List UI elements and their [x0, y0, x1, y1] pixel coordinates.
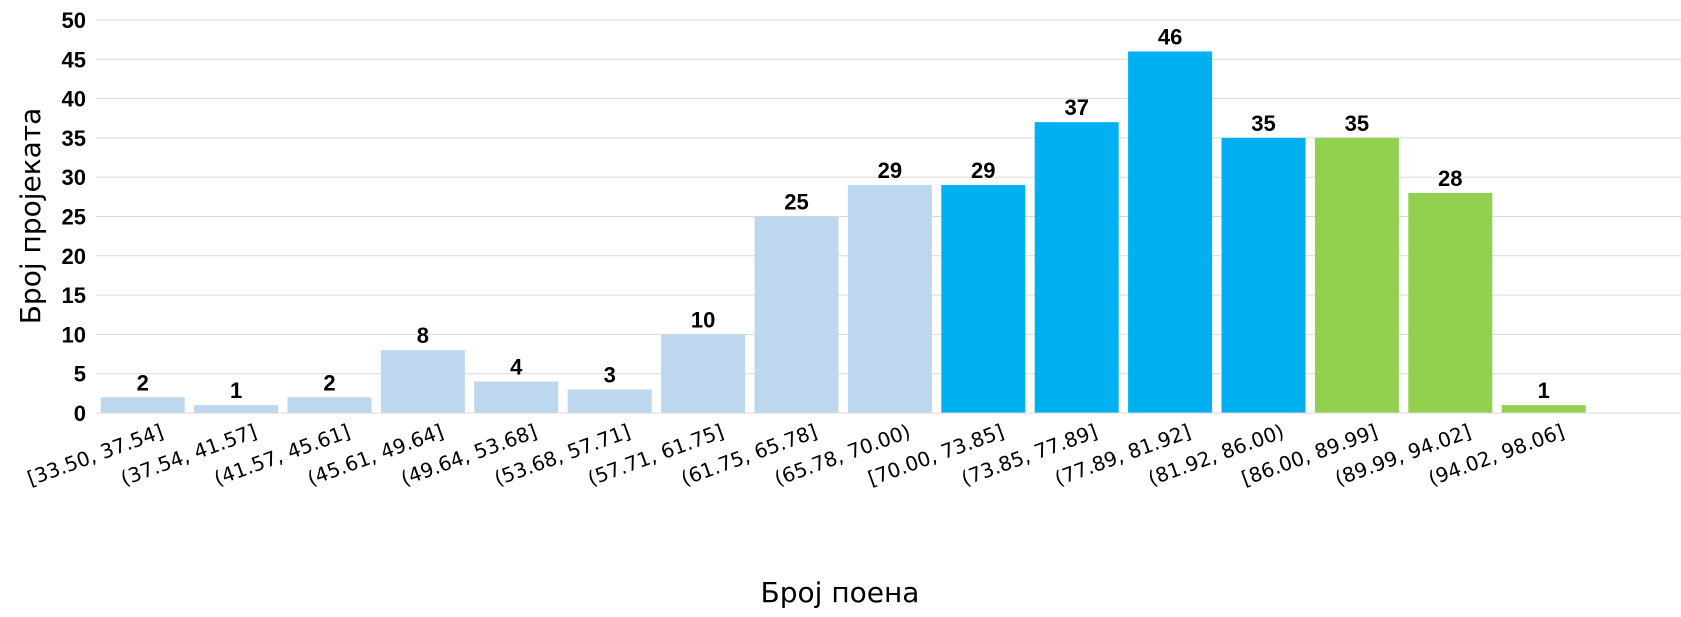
- y-tick-label: 0: [74, 401, 86, 426]
- x-axis-ticks: [33.50, 37.54](37.54, 41.57](41.57, 45.6…: [24, 419, 1567, 490]
- bar: [754, 216, 839, 413]
- data-label: 1: [230, 378, 242, 403]
- data-label: 25: [784, 190, 808, 215]
- data-label: 10: [691, 307, 715, 332]
- y-tick-label: 10: [62, 322, 86, 347]
- data-label: 8: [417, 323, 429, 348]
- bar: [847, 185, 932, 413]
- data-label: 2: [323, 370, 335, 395]
- y-tick-label: 30: [62, 165, 86, 190]
- data-label: 1: [1538, 378, 1550, 403]
- bar: [1408, 192, 1493, 413]
- data-label: 35: [1251, 111, 1275, 136]
- data-label: 37: [1064, 95, 1088, 120]
- bar: [1314, 137, 1399, 413]
- bar: [661, 334, 746, 413]
- bar: [287, 397, 372, 413]
- y-tick-label: 35: [62, 126, 86, 151]
- bar: [380, 350, 465, 413]
- x-axis-title: Број поена: [761, 576, 920, 609]
- y-tick-label: 50: [62, 8, 86, 33]
- y-tick-label: 45: [62, 47, 86, 72]
- y-tick-label: 25: [62, 205, 86, 230]
- data-label: 35: [1345, 111, 1369, 136]
- bar: [941, 185, 1026, 413]
- bar: [567, 389, 652, 413]
- y-tick-label: 20: [62, 244, 86, 269]
- y-tick-label: 5: [74, 362, 86, 387]
- data-label: 4: [510, 355, 523, 380]
- bar: [1034, 122, 1119, 414]
- y-axis-title: Број пројеката: [14, 108, 47, 325]
- data-label: 28: [1438, 166, 1462, 191]
- data-label: 46: [1158, 24, 1182, 49]
- y-tick-label: 15: [62, 283, 86, 308]
- y-tick-label: 40: [62, 87, 86, 112]
- data-label: 2: [137, 370, 149, 395]
- y-axis-ticks: 0 5 10 15 20 25 30 35 40 45 50: [62, 8, 86, 426]
- data-label: 29: [878, 158, 902, 183]
- data-label: 3: [604, 362, 616, 387]
- bar: [1221, 137, 1306, 413]
- data-label: 29: [971, 158, 995, 183]
- bar: [100, 397, 185, 413]
- bar: [474, 381, 559, 413]
- bar: [1128, 51, 1213, 413]
- bar: [1501, 405, 1586, 413]
- bars: [100, 51, 1586, 414]
- bar: [194, 405, 279, 413]
